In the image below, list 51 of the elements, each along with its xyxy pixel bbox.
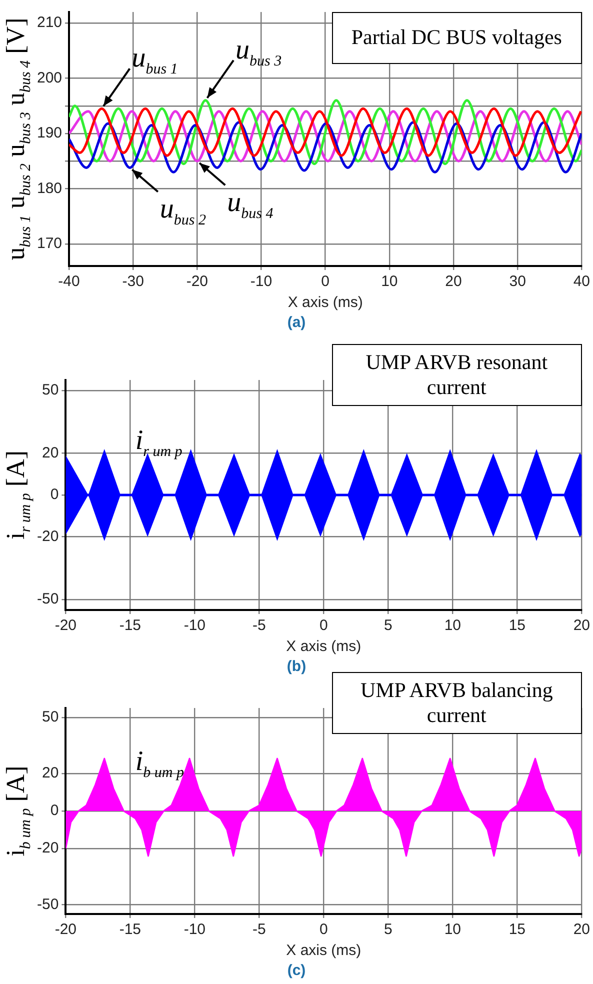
x-tick-label: 10 bbox=[444, 921, 462, 938]
y-tick-label: -50 bbox=[36, 590, 59, 608]
y-tick-label: 50 bbox=[42, 708, 59, 726]
x-tick-label: 30 bbox=[509, 273, 526, 290]
y-tick-label: 190 bbox=[36, 124, 62, 142]
x-tick-label: -40 bbox=[58, 273, 80, 290]
x-tick-label: 0 bbox=[321, 273, 330, 290]
line-series bbox=[69, 107, 582, 157]
x-tick-label: -5 bbox=[252, 617, 266, 634]
y-tick-label: 180 bbox=[36, 180, 62, 197]
y-tick-label: 20 bbox=[42, 764, 59, 782]
text-box: UMP ARVB balancing current bbox=[332, 672, 582, 734]
y-tick-label: -20 bbox=[36, 528, 59, 545]
x-tick-label: 0 bbox=[319, 617, 328, 634]
x-axis-title: X axis (ms) bbox=[286, 942, 362, 960]
x-tick-label: 10 bbox=[444, 617, 462, 634]
x-tick-label: -15 bbox=[119, 921, 142, 938]
y-tick-label: 210 bbox=[36, 14, 62, 32]
x-tick-label: -10 bbox=[184, 617, 206, 634]
y-tick-label: -20 bbox=[36, 840, 59, 857]
x-tick-label: -15 bbox=[119, 617, 142, 634]
x-tick-label: 40 bbox=[573, 273, 590, 290]
x-axis-title: X axis (ms) bbox=[286, 638, 362, 656]
x-tick-label: 5 bbox=[384, 617, 392, 634]
x-tick-label: -5 bbox=[252, 921, 266, 938]
y-tick-label: 0 bbox=[50, 486, 59, 504]
y-tick-label: 170 bbox=[36, 235, 62, 252]
x-tick-label: -20 bbox=[186, 273, 208, 290]
y-tick-label: 0 bbox=[50, 802, 59, 820]
x-tick-label: 20 bbox=[445, 273, 462, 290]
x-tick-label: 15 bbox=[508, 617, 526, 634]
x-tick-label: -10 bbox=[250, 273, 272, 290]
x-tick-label: 20 bbox=[573, 617, 590, 634]
text-box: UMP ARVB resonant current bbox=[332, 344, 582, 406]
x-tick-label: 20 bbox=[573, 921, 590, 938]
text-box: Partial DC BUS voltages bbox=[332, 12, 582, 64]
x-tick-label: 15 bbox=[508, 921, 526, 938]
y-tick-label: 50 bbox=[42, 382, 59, 399]
text: (c) bbox=[286, 962, 307, 979]
x-axis-title: X axis (ms) bbox=[288, 294, 363, 312]
line-series bbox=[69, 99, 582, 166]
y-tick-label: 20 bbox=[42, 444, 59, 462]
x-tick-label: -10 bbox=[184, 921, 206, 938]
y-tick-label: 200 bbox=[36, 69, 62, 86]
x-tick-label: 5 bbox=[384, 921, 392, 938]
y-tick-label: -50 bbox=[36, 896, 59, 913]
x-tick-label: 10 bbox=[381, 273, 398, 290]
text: (b) bbox=[286, 658, 308, 675]
x-tick-label: 0 bbox=[319, 921, 328, 938]
text: (a) bbox=[286, 314, 307, 331]
x-tick-label: -30 bbox=[122, 273, 144, 290]
